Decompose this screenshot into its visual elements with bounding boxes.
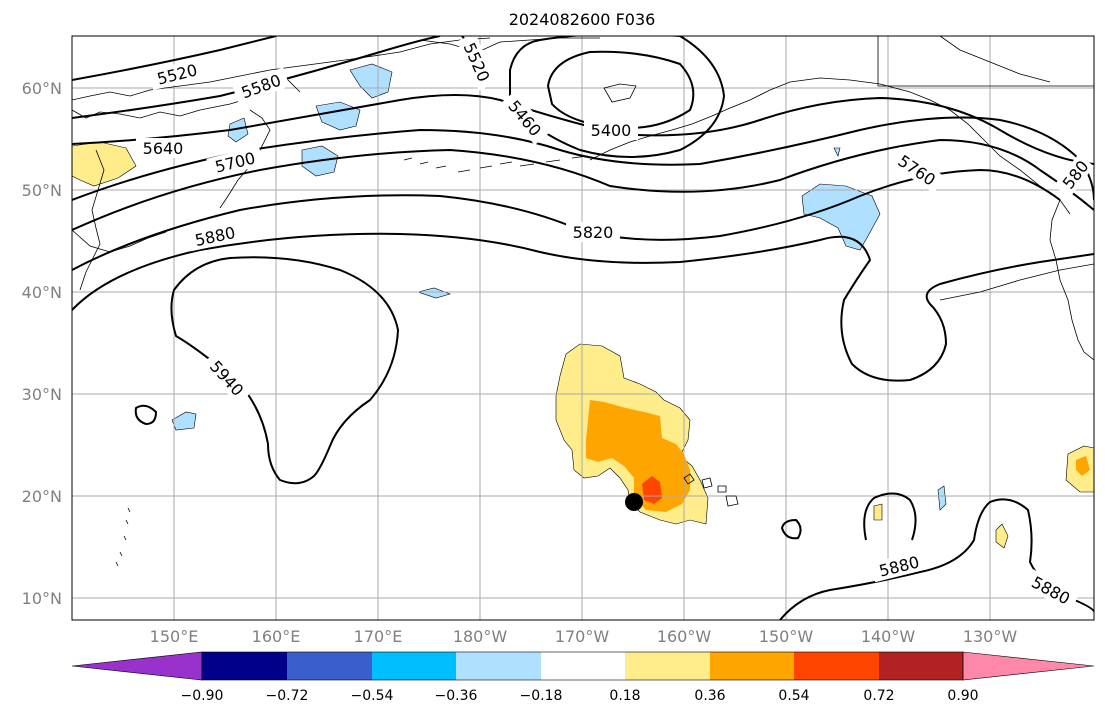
anomaly-pos-patch-strong: [1076, 456, 1090, 476]
contour-5760: [72, 138, 1094, 231]
colorbar-extend-min: [71, 651, 203, 681]
colorbar-swatch: [202, 652, 287, 680]
contour-label: 5520: [460, 40, 494, 85]
contour-label: 5400: [591, 121, 632, 140]
lat-label: 30°N: [22, 385, 62, 404]
colorbar-tick: 0.18: [609, 688, 640, 704]
contour-5940: [170, 256, 400, 485]
lat-label: 50°N: [22, 181, 62, 200]
lon-label: 170°W: [555, 627, 610, 646]
height-contours: [72, 36, 1094, 620]
lon-label: 160°E: [252, 627, 301, 646]
colorbar-swatch: [794, 652, 879, 680]
lon-label: 170°E: [354, 627, 403, 646]
colorbar-outline: [201, 651, 964, 681]
anomaly-neg-patch: [171, 411, 197, 431]
anomaly-pos-patch: [873, 503, 883, 521]
colorbar-extend-max: [962, 651, 1095, 681]
colorbar-swatch: [879, 652, 963, 680]
anomaly-pos-patch: [72, 141, 137, 187]
anomaly-neg-patch: [315, 101, 361, 131]
graticule: [72, 36, 1094, 620]
map-frame: [71, 35, 1095, 621]
lon-label: 180°W: [453, 627, 508, 646]
lat-label: 60°N: [22, 79, 62, 98]
colorbar-swatch: [372, 652, 456, 680]
colorbar-swatch: [541, 652, 625, 680]
colorbar-swatch: [625, 652, 710, 680]
contour-5640: [72, 94, 1094, 165]
lat-label: 40°N: [22, 283, 62, 302]
lon-label: 150°W: [759, 627, 814, 646]
contour-small-ring: [134, 404, 158, 426]
colorbar-tick: −0.36: [435, 688, 478, 704]
colorbar: −0.90 −0.72 −0.54 −0.36 −0.18 0.18 0.36 …: [71, 651, 1095, 704]
colorbar-tick: 0.72: [863, 688, 894, 704]
colorbar-swatch: [287, 652, 372, 680]
lon-label: 160°W: [657, 627, 712, 646]
anomaly-neg-patch: [349, 63, 393, 99]
storm-center-marker: [625, 493, 643, 511]
colorbar-tick: −0.54: [351, 688, 394, 704]
colorbar-swatch: [710, 652, 794, 680]
colorbar-tick: −0.72: [266, 688, 309, 704]
contour-5400: [546, 50, 695, 130]
anomaly-pos-patch-strong: [586, 400, 690, 512]
contour-5880-loop: [863, 492, 917, 541]
colorbar-tick: 0.90: [947, 688, 978, 704]
contour-5820: [72, 168, 1061, 271]
lon-label: 150°E: [150, 627, 199, 646]
contour-small-loop: [780, 518, 802, 540]
latitude-labels: 60°N 50°N 40°N 30°N 20°N 10°N: [22, 79, 62, 608]
map-title: 2024082600 F036: [509, 10, 656, 29]
lat-label: 20°N: [22, 487, 62, 506]
anomaly-pos-patch: [995, 523, 1009, 549]
contour-labels: 5520 5580 5640 5700 5880 5520 5460 5400 …: [136, 36, 1094, 612]
colorbar-tick: −0.18: [520, 688, 563, 704]
contour-5460: [509, 36, 726, 158]
anomaly-pos-patch-max: [642, 476, 662, 504]
contour-label: 5880: [1028, 572, 1073, 608]
lon-label: 130°W: [963, 627, 1018, 646]
colorbar-swatch: [456, 652, 541, 680]
lon-label: 140°W: [861, 627, 916, 646]
colorbar-tick: 0.54: [778, 688, 809, 704]
coastlines: [72, 36, 1094, 567]
anomaly-neg-patch: [833, 147, 841, 157]
anomaly-neg-patch: [801, 183, 881, 251]
colorbar-tick: 0.36: [694, 688, 725, 704]
contour-label: 5640: [143, 139, 184, 158]
contour-label: 5580: [239, 71, 284, 103]
anomaly-fill-layer: [72, 63, 1094, 549]
contour-5880-north: [72, 232, 1094, 382]
contour-5700: [72, 116, 1094, 201]
anomaly-neg-patch: [227, 117, 249, 143]
anomaly-neg-patch: [416, 287, 451, 299]
contour-label: 5820: [573, 223, 614, 242]
longitude-labels: 150°E 160°E 170°E 180°W 170°W 160°W 150°…: [150, 627, 1018, 646]
anomaly-neg-patch: [937, 485, 947, 511]
contour-5520-west: [72, 36, 277, 81]
contour-5880-south: [779, 498, 1094, 620]
colorbar-tick: −0.90: [181, 688, 224, 704]
lat-label: 10°N: [22, 589, 62, 608]
